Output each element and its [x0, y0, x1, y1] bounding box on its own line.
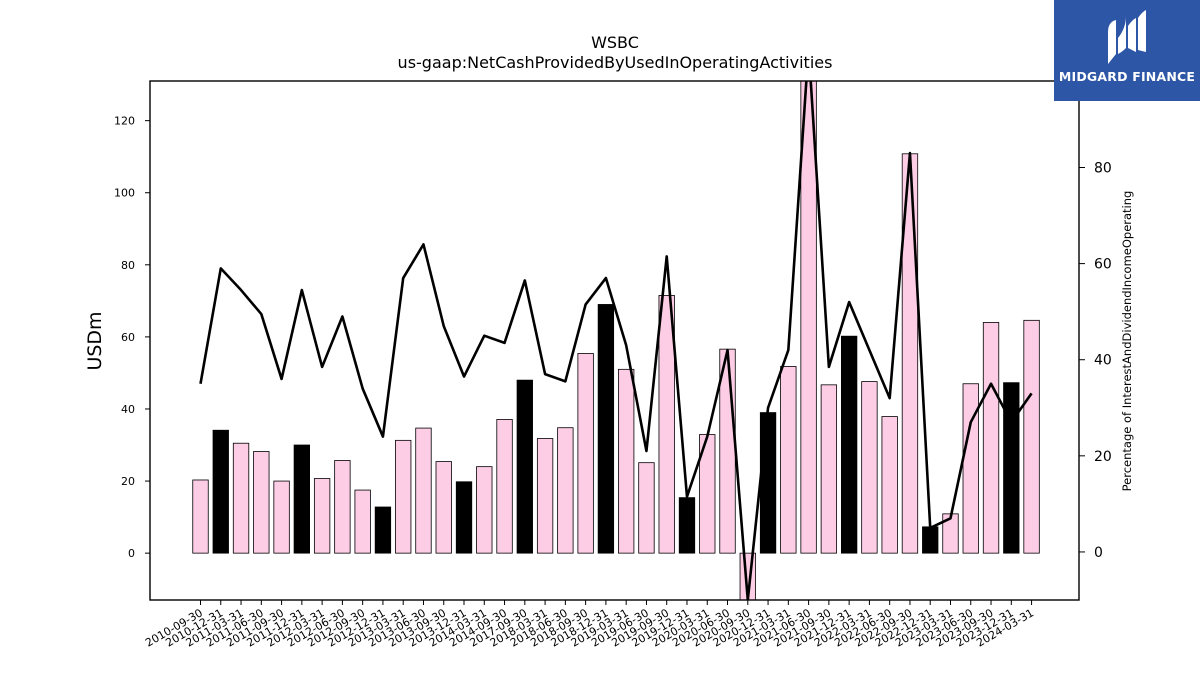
bar-2019-06-30 — [638, 462, 655, 554]
bar-2023-09-30 — [982, 322, 1000, 554]
y-tick-label-0: 0 — [128, 547, 135, 560]
bar-2013-09-30 — [435, 461, 452, 554]
bar-2024-03-31 — [1023, 319, 1040, 554]
y-tick-label-20: 20 — [121, 475, 135, 488]
bar-2018-09-30 — [577, 353, 594, 554]
bar-2014-09-30 — [496, 419, 513, 554]
bar-2018-03-31 — [536, 438, 554, 554]
y-tick-label-120: 120 — [114, 115, 135, 128]
bar-2023-12-31 — [1003, 382, 1020, 554]
y2-tick-label-80: 80 — [1094, 161, 1112, 177]
bar-2013-03-31 — [395, 439, 412, 554]
y2-tick-label-60: 60 — [1094, 257, 1112, 273]
chart-subtitle: us-gaap:NetCashProvidedByUsedInOperating… — [398, 53, 833, 72]
y-tick-label-60: 60 — [121, 331, 135, 344]
percentage-line — [199, 81, 1033, 600]
bar-2018-12-31 — [597, 304, 615, 554]
bar-2011-03-31 — [232, 442, 250, 554]
bar-2021-09-30 — [820, 384, 838, 554]
bar-2022-03-31 — [861, 381, 878, 554]
chart-title: WSBC — [591, 33, 639, 52]
y2-tick-label-20: 20 — [1094, 449, 1112, 465]
logo-mark-icon — [1108, 10, 1146, 64]
y2-axis-label: Percentage of InterestAndDividendIncomeO… — [1120, 191, 1134, 492]
bar-2012-06-30 — [334, 460, 351, 554]
bar-2017-09-30 — [516, 379, 533, 554]
bar-2011-09-30 — [273, 480, 290, 554]
bar-2011-06-30 — [253, 451, 270, 554]
y2-tick-label-40: 40 — [1094, 353, 1112, 369]
y-axis-label: USDm — [84, 311, 106, 370]
bar-2022-12-31 — [922, 526, 939, 554]
bar-2012-12-31 — [374, 506, 392, 554]
bar-2019-09-30 — [658, 295, 675, 554]
bar-2010-12-31 — [212, 429, 229, 554]
y2-tick-label-0: 0 — [1094, 545, 1103, 561]
y-tick-label-80: 80 — [121, 259, 135, 272]
bar-2013-06-30 — [415, 427, 432, 554]
y-tick-label-100: 100 — [114, 187, 135, 200]
bar-2013-12-31 — [455, 481, 473, 554]
plot-area: 0204060801001200204060802010-09-302010-1… — [114, 80, 1112, 650]
y-tick-label-40: 40 — [121, 403, 135, 416]
bar-2020-12-31 — [759, 412, 777, 554]
bar-2010-09-30 — [192, 479, 209, 554]
logo-text: MIDGARD FINANCE — [1058, 69, 1196, 84]
bar-2019-03-31 — [618, 368, 635, 554]
bar-2019-12-31 — [678, 497, 696, 554]
bar-2022-06-30 — [881, 416, 898, 554]
midgard-finance-logo: MIDGARD FINANCE — [1054, 0, 1200, 101]
bar-2014-03-31 — [476, 466, 493, 554]
bar-2020-06-30 — [719, 348, 736, 554]
bar-2012-09-30 — [354, 489, 371, 554]
bar-2023-06-30 — [962, 383, 979, 554]
bars-group — [192, 81, 1040, 600]
bar-2021-12-31 — [840, 335, 858, 554]
bar-2021-03-31 — [780, 366, 797, 554]
bar-2021-06-30 — [800, 81, 817, 554]
bar-2018-06-30 — [557, 427, 574, 554]
bar-2012-03-31 — [313, 478, 331, 554]
plot-frame — [149, 80, 1080, 601]
bar-2011-12-31 — [293, 444, 311, 554]
